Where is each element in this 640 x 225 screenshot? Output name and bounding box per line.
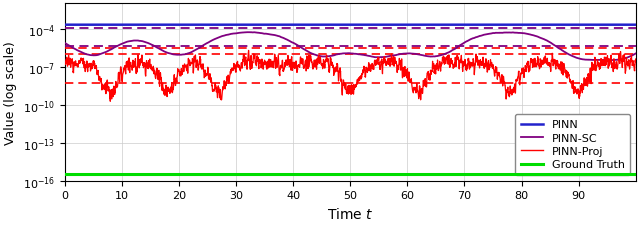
Y-axis label: Value (log scale): Value (log scale)	[4, 41, 17, 144]
Legend: PINN, PINN-SC, PINN-Proj, Ground Truth: PINN, PINN-SC, PINN-Proj, Ground Truth	[515, 114, 630, 175]
X-axis label: Time $t$: Time $t$	[327, 206, 374, 221]
